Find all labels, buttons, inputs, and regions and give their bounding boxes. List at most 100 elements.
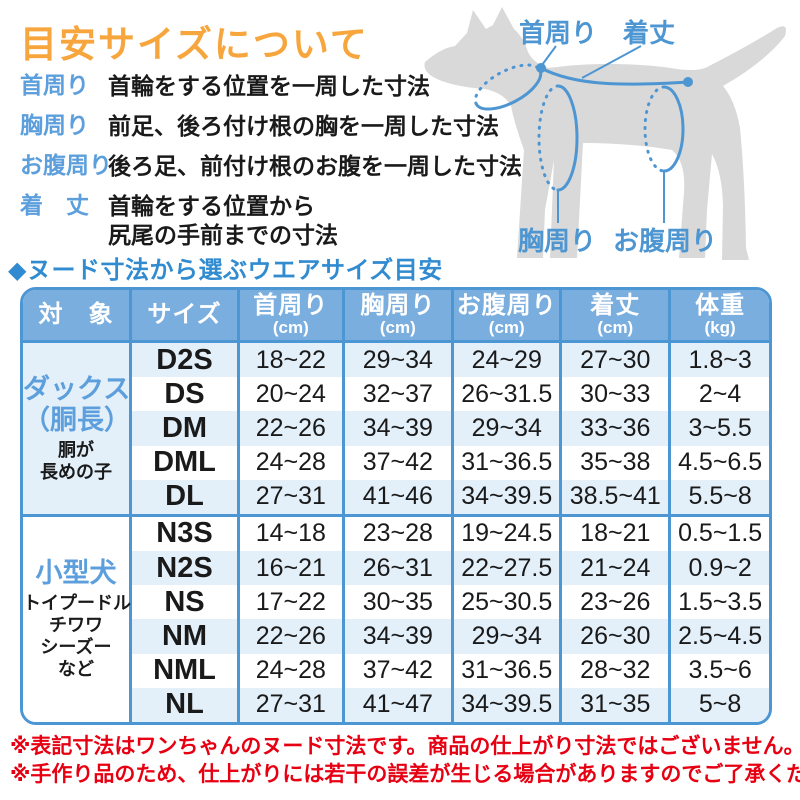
chest-value: 34~39 bbox=[341, 411, 453, 446]
belly-value: 29~34 bbox=[451, 411, 561, 446]
length-value: 33~36 bbox=[559, 411, 670, 446]
definition-chest: 胸周り 前足、後ろ付け根の胸を一周した寸法 bbox=[20, 112, 499, 141]
back-length-dot-rear bbox=[683, 77, 693, 87]
chest-value: 37~42 bbox=[341, 445, 453, 480]
size-table-body: ダックス （胴長） 胴が 長めの子 D2S 18~22 29~34 24~29 27~30 1.8… bbox=[23, 341, 769, 722]
neck-value: 17~22 bbox=[237, 585, 344, 620]
weight-value: 4.5~6.5 bbox=[668, 445, 769, 480]
weight-value: 2~4 bbox=[668, 377, 769, 412]
note-line: ※手作り品のため、仕上がりには若干の誤差が生じる場合がありますのでご了承ください… bbox=[10, 763, 800, 786]
definition-term: 首周り bbox=[20, 72, 89, 98]
table-row: NL 27~31 41~47 34~39.5 31~35 5~8 bbox=[23, 687, 769, 722]
size-table: 対 象 サイズ 首周り (cm) 胸周り (cm) お腹周り (cm) 着丈 (cm) … bbox=[20, 287, 772, 725]
belly-value: 34~39.5 bbox=[451, 687, 561, 722]
neck-value: 22~26 bbox=[237, 411, 344, 446]
length-value: 38.5~41 bbox=[559, 479, 670, 516]
neck-value: 24~28 bbox=[237, 653, 344, 688]
subject-name: 小型犬 bbox=[35, 558, 117, 589]
chest-value: 30~35 bbox=[341, 585, 453, 620]
size-cell: N3S bbox=[128, 513, 239, 552]
table-row: N2S 16~21 26~31 22~27.5 21~24 0.9~2 bbox=[23, 551, 769, 586]
definition-term: 着 丈 bbox=[20, 192, 89, 218]
size-cell: D2S bbox=[128, 341, 239, 378]
length-value: 27~30 bbox=[559, 341, 670, 378]
table-row: DML 24~28 37~42 31~36.5 35~38 4.5~6.5 bbox=[23, 445, 769, 480]
weight-value: 5.5~8 bbox=[668, 479, 769, 516]
size-cell: DML bbox=[128, 445, 239, 480]
size-cell: NML bbox=[128, 653, 239, 688]
neck-measure-loop bbox=[473, 63, 543, 111]
table-row: DL 27~31 41~46 34~39.5 38.5~41 5.5~8 bbox=[23, 479, 769, 516]
size-cell: DS bbox=[128, 377, 239, 412]
size-cell: N2S bbox=[128, 551, 239, 586]
definition-neck: 首周り 首輪をする位置を一周した寸法 bbox=[20, 72, 430, 101]
length-value: 23~26 bbox=[559, 585, 670, 620]
chest-value: 34~39 bbox=[341, 619, 453, 654]
header-neck: 首周り (cm) bbox=[237, 290, 344, 343]
definition-desc: 首輪をする位置から 尻尾の手前までの寸法 bbox=[108, 193, 338, 248]
belly-value: 26~31.5 bbox=[451, 377, 561, 412]
size-cell: NM bbox=[128, 619, 239, 654]
header-chest: 胸周り (cm) bbox=[341, 290, 453, 343]
weight-value: 3~5.5 bbox=[668, 411, 769, 446]
neck-value: 24~28 bbox=[237, 445, 344, 480]
table-row: ダックス （胴長） 胴が 長めの子 D2S 18~22 29~34 24~29 27~30 1.8… bbox=[23, 341, 769, 516]
weight-value: 3.5~6 bbox=[668, 653, 769, 688]
weight-value: 1.5~3.5 bbox=[668, 585, 769, 620]
definition-term: 胸周り bbox=[20, 112, 89, 138]
measurement-definitions: 首周り 首輪をする位置を一周した寸法 胸周り 前足、後ろ付け根の胸を一周した寸法… bbox=[20, 72, 522, 261]
size-cell: DL bbox=[128, 479, 239, 516]
belly-value: 31~36.5 bbox=[451, 653, 561, 688]
subject-cell: 小型犬トイプードル チワワ シーズー など bbox=[23, 513, 131, 722]
dog-measurement-diagram: 首周り 着丈 胸周り お腹周り bbox=[424, 7, 786, 260]
definition-belly: お腹周り 後ろ足、前付け根のお腹を一周した寸法 bbox=[20, 152, 522, 181]
diagram-chest-label: 胸周り bbox=[518, 226, 596, 256]
length-value: 21~24 bbox=[559, 551, 670, 586]
weight-value: 5~8 bbox=[668, 687, 769, 722]
chest-value: 37~42 bbox=[341, 653, 453, 688]
subject-note: 胴が 長めの子 bbox=[39, 439, 112, 482]
diagram-neck-label: 首周り bbox=[519, 18, 597, 48]
neck-value: 27~31 bbox=[237, 687, 344, 722]
header-length: 着丈 (cm) bbox=[559, 290, 670, 343]
length-value: 18~21 bbox=[559, 513, 670, 552]
header-subject: 対 象 bbox=[23, 290, 131, 343]
belly-value: 24~29 bbox=[451, 341, 561, 378]
weight-value: 1.8~3 bbox=[668, 341, 769, 378]
weight-value: 0.9~2 bbox=[668, 551, 769, 586]
neck-value: 22~26 bbox=[237, 619, 344, 654]
weight-value: 2.5~4.5 bbox=[668, 619, 769, 654]
header-belly: お腹周り (cm) bbox=[451, 290, 561, 343]
table-row: DS 20~24 32~37 26~31.5 30~33 2~4 bbox=[23, 377, 769, 412]
section-title: ◆ヌード寸法から選ぶウエアサイズ目安 bbox=[8, 257, 443, 284]
belly-value: 22~27.5 bbox=[451, 551, 561, 586]
back-length-dot-front bbox=[536, 63, 546, 73]
length-value: 30~33 bbox=[559, 377, 670, 412]
subject-note: トイプードル チワワ シーズー など bbox=[23, 593, 131, 680]
length-value: 35~38 bbox=[559, 445, 670, 480]
chest-value: 41~47 bbox=[341, 687, 453, 722]
back-length-line bbox=[539, 66, 690, 86]
belly-value: 29~34 bbox=[451, 619, 561, 654]
subject-cell: ダックス （胴長） 胴が 長めの子 bbox=[23, 341, 131, 516]
belly-value: 19~24.5 bbox=[451, 513, 561, 552]
belly-value: 34~39.5 bbox=[451, 479, 561, 516]
dog-silhouette bbox=[424, 7, 786, 260]
neck-value: 20~24 bbox=[237, 377, 344, 412]
size-cell: NS bbox=[128, 585, 239, 620]
diagram-belly-label: お腹周り bbox=[613, 226, 717, 256]
table-row: NS 17~22 30~35 25~30.5 23~26 1.5~3.5 bbox=[23, 585, 769, 620]
definition-term: お腹周り bbox=[20, 152, 112, 178]
length-value: 26~30 bbox=[559, 619, 670, 654]
length-leader-line bbox=[581, 45, 642, 79]
subject-name: ダックス （胴長） bbox=[23, 373, 131, 435]
chest-measure-loop bbox=[537, 84, 579, 192]
chest-value: 32~37 bbox=[341, 377, 453, 412]
length-value: 31~35 bbox=[559, 687, 670, 722]
chest-value: 29~34 bbox=[341, 341, 453, 378]
footer-notes: ※表記寸法はワンちゃんのヌード寸法です。商品の仕上がり寸法ではございません。 ※… bbox=[10, 733, 800, 789]
length-value: 28~32 bbox=[559, 653, 670, 688]
table-row: NML 24~28 37~42 31~36.5 28~32 3.5~6 bbox=[23, 653, 769, 688]
belly-value: 31~36.5 bbox=[451, 445, 561, 480]
chest-value: 26~31 bbox=[341, 551, 453, 586]
